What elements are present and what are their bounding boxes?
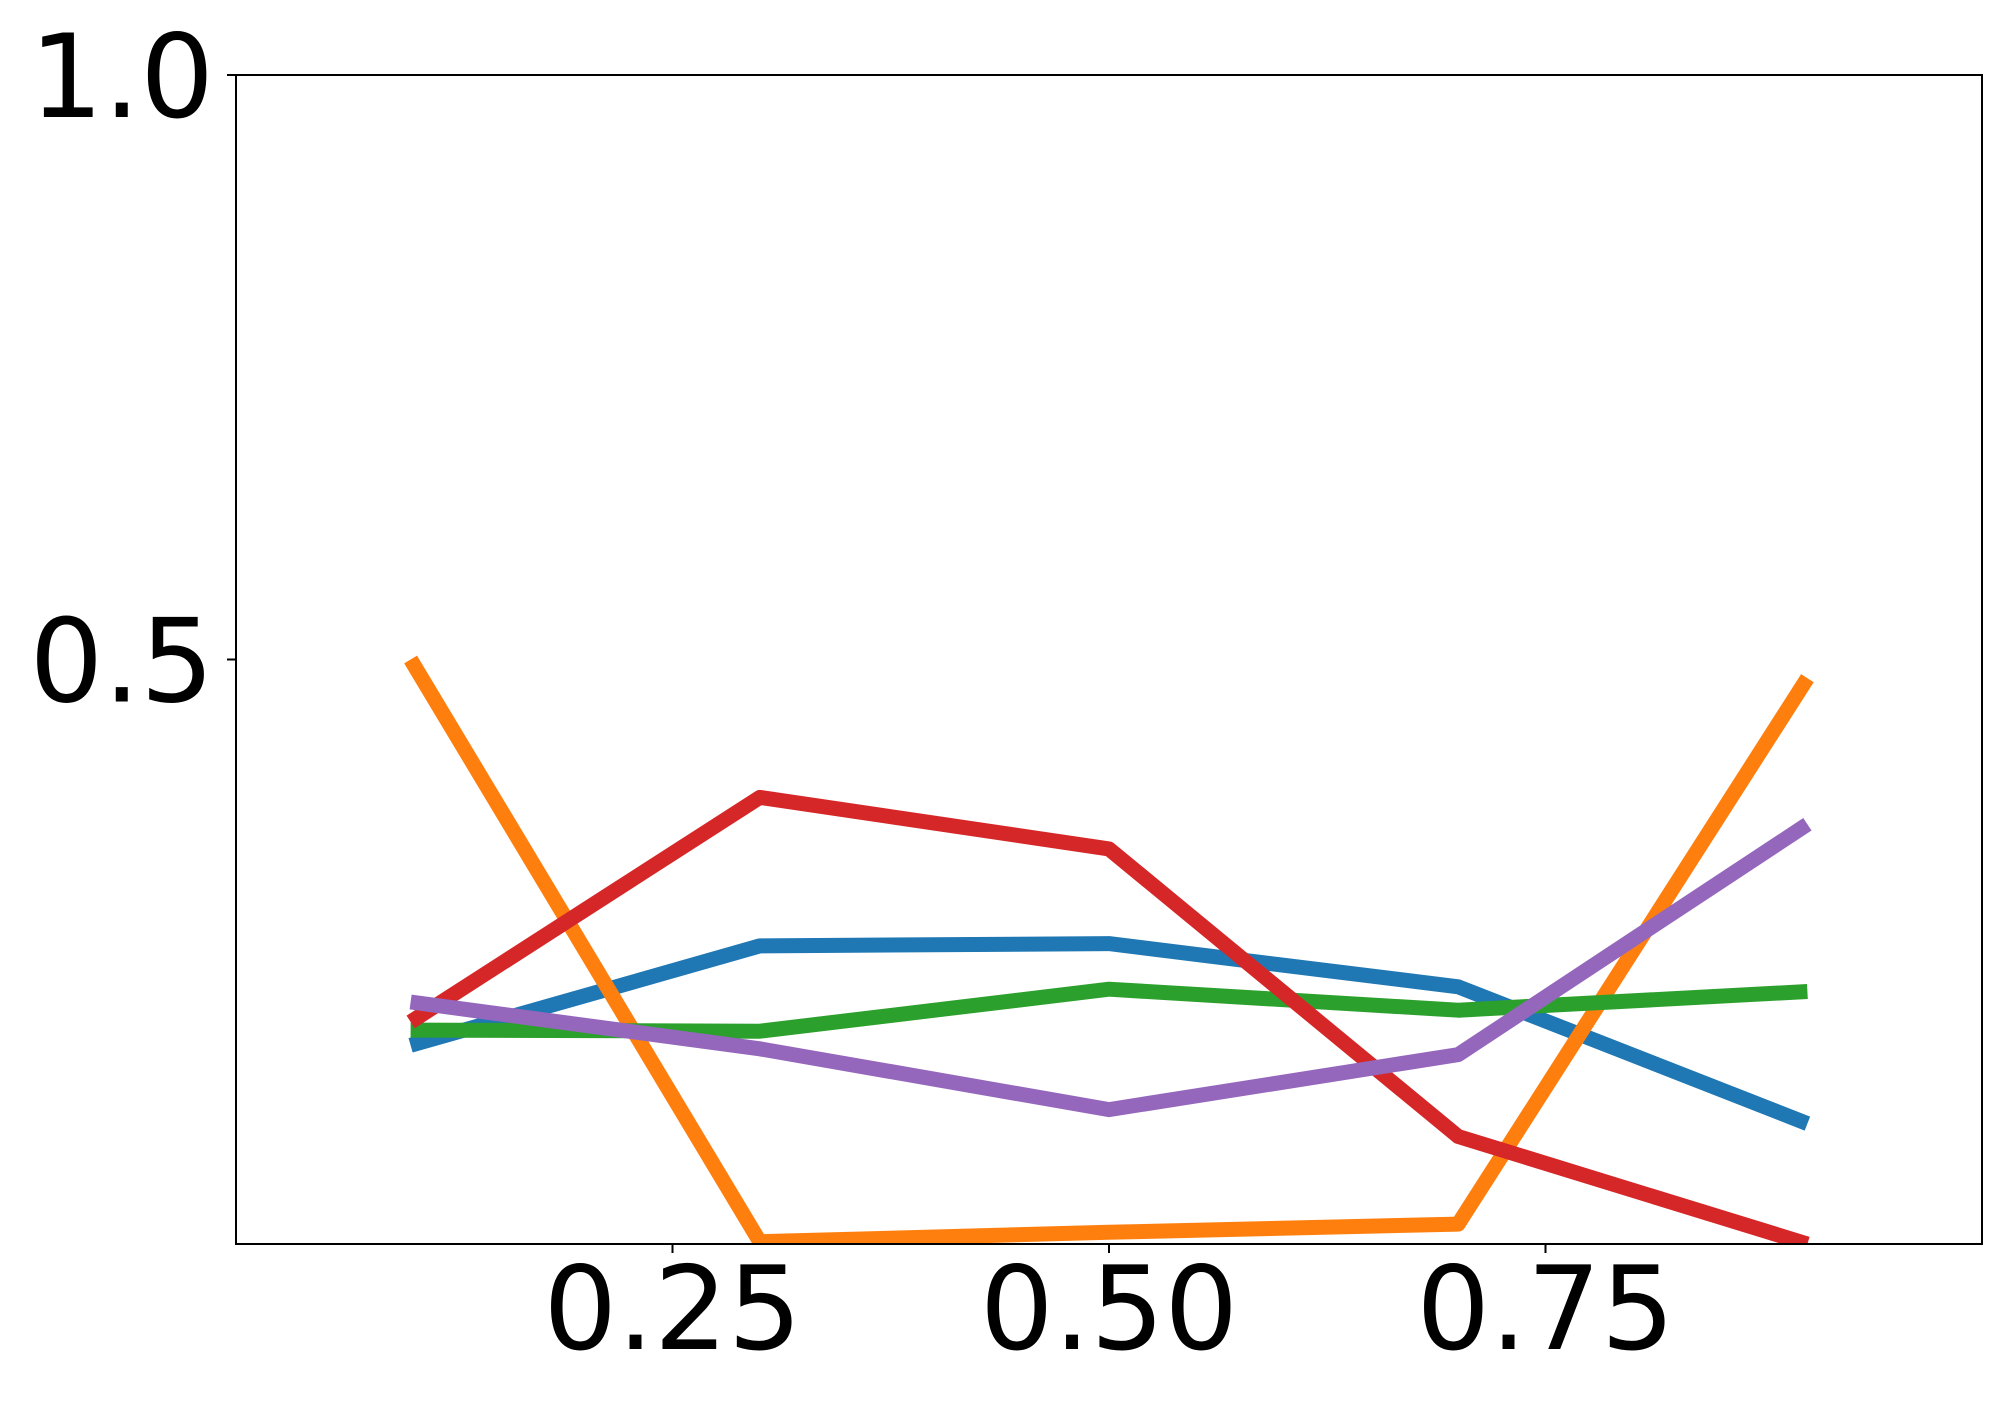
y-axis: 0.5 1.0 <box>30 10 236 730</box>
x-tick-label: 0.25 <box>543 1242 801 1377</box>
x-axis: 0.25 0.50 0.75 <box>543 1242 1674 1377</box>
series-line-4 <box>406 789 1810 1244</box>
series-line-5 <box>409 818 1812 1118</box>
y-tick-label: 1.0 <box>30 10 214 145</box>
series-line-2 <box>404 655 1814 1244</box>
x-tick-label: 0.75 <box>1416 1242 1674 1377</box>
plot-area-frame <box>235 74 1983 1245</box>
x-tick-label: 0.50 <box>980 1242 1238 1377</box>
y-tick-label: 0.5 <box>30 595 214 730</box>
series-layer <box>404 655 1814 1244</box>
